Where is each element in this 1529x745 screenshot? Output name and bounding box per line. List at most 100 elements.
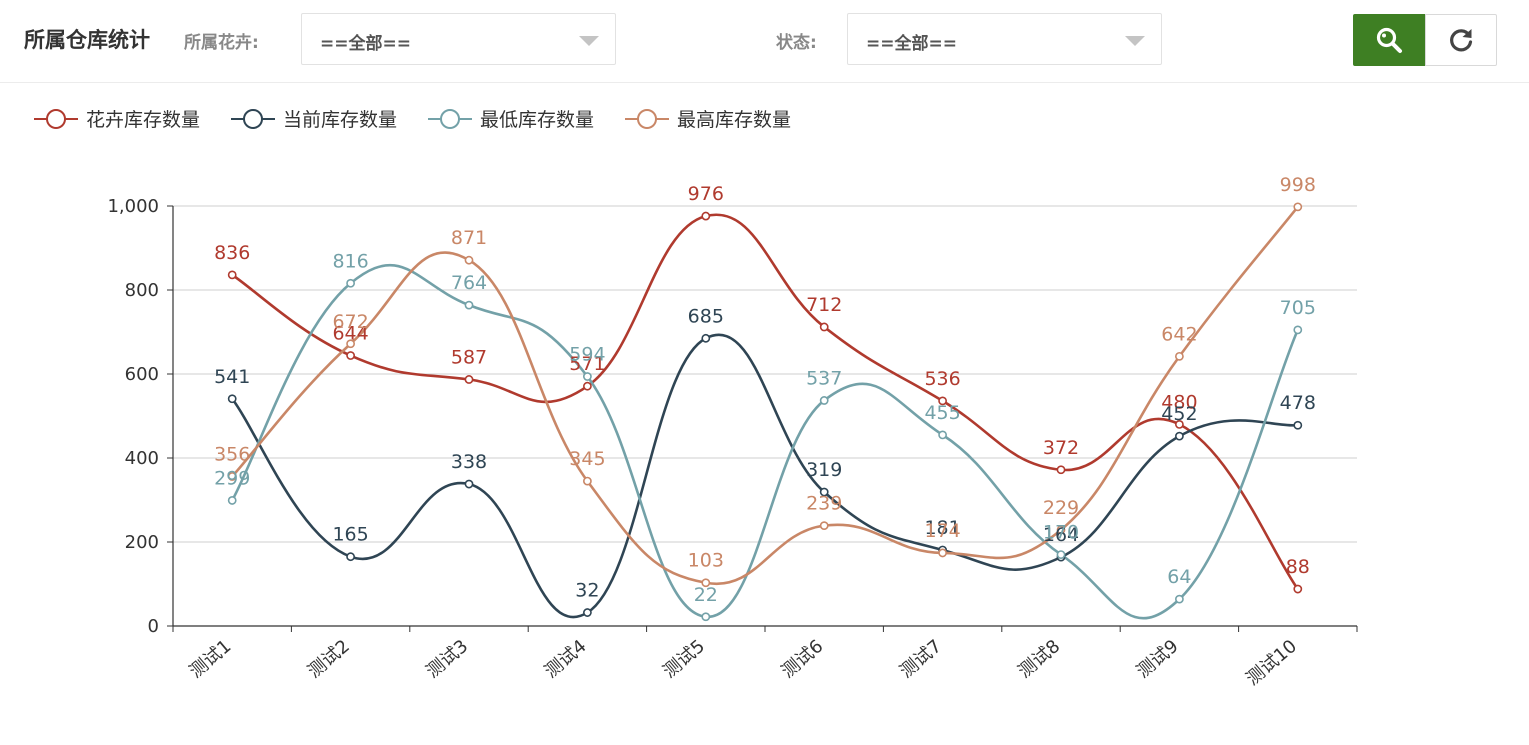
chevron-down-icon — [579, 36, 599, 46]
data-point[interactable] — [464, 375, 474, 384]
x-tick-label: 测试7 — [896, 636, 946, 683]
x-tick-label: 测试1 — [186, 636, 236, 683]
legend-label: 当前库存数量 — [283, 109, 397, 131]
data-label: 455 — [924, 402, 960, 424]
y-tick-label: 1,000 — [107, 196, 159, 217]
data-label: 764 — [451, 272, 487, 294]
data-point[interactable] — [346, 552, 355, 562]
data-label: 452 — [1161, 403, 1197, 425]
legend-marker — [440, 109, 460, 129]
legend-marker — [243, 109, 263, 129]
status-select[interactable]: ==全部== — [847, 13, 1162, 65]
flower-select-value: ==全部== — [320, 34, 411, 54]
legend-item[interactable]: 最高库存数量 — [625, 109, 791, 131]
line-chart: 0 200 400 600 800 1,000 测试1 测试2 测试3 测试4 测试5 测试6 测试7 测… — [34, 109, 1358, 690]
data-point[interactable] — [1056, 465, 1066, 475]
y-tick-label: 800 — [125, 280, 159, 301]
data-label: 480 — [1161, 391, 1197, 413]
data-point[interactable] — [701, 211, 711, 221]
data-label: 338 — [451, 451, 487, 473]
data-point[interactable] — [938, 430, 947, 440]
data-point[interactable] — [346, 339, 355, 349]
data-point[interactable] — [938, 396, 947, 406]
data-label: 642 — [1161, 323, 1197, 345]
data-point[interactable] — [819, 396, 829, 405]
data-label: 32 — [575, 580, 599, 602]
data-label: 587 — [451, 346, 487, 368]
data-point[interactable] — [583, 372, 592, 381]
data-label: 372 — [1043, 437, 1079, 459]
data-point[interactable] — [819, 521, 829, 531]
data-point[interactable] — [701, 578, 711, 588]
data-point[interactable] — [583, 608, 592, 617]
data-point[interactable] — [819, 322, 829, 332]
data-point[interactable] — [1293, 420, 1303, 430]
data-point[interactable] — [1293, 584, 1303, 594]
data-label: 594 — [569, 344, 605, 366]
y-tick-label: 200 — [125, 532, 159, 553]
data-point[interactable] — [583, 381, 592, 391]
data-point[interactable] — [701, 612, 711, 622]
data-point[interactable] — [464, 479, 474, 489]
data-label: 685 — [688, 305, 724, 327]
data-point[interactable] — [1293, 202, 1303, 212]
data-point[interactable] — [819, 487, 829, 497]
legend-marker — [637, 109, 657, 129]
data-point[interactable] — [227, 472, 237, 481]
data-point[interactable] — [464, 300, 474, 310]
filter-toolbar: 所属仓库统计 所属花卉: ==全部== 状态: ==全部== — [0, 0, 1529, 83]
legend-item[interactable]: 最低库存数量 — [428, 109, 594, 131]
search-button[interactable] — [1353, 14, 1425, 66]
legend-item[interactable]: 花卉库存数量 — [34, 109, 200, 131]
data-label: 345 — [569, 448, 605, 470]
legend-marker — [46, 109, 66, 129]
data-point[interactable] — [1175, 351, 1184, 361]
data-point[interactable] — [464, 255, 474, 265]
data-point[interactable] — [227, 394, 237, 404]
data-point[interactable] — [583, 476, 592, 486]
data-label: 299 — [214, 467, 250, 489]
data-label: 64 — [1167, 566, 1191, 588]
data-label: 229 — [1043, 497, 1079, 519]
data-label: 88 — [1286, 556, 1310, 578]
flower-select[interactable]: ==全部== — [301, 13, 616, 65]
x-tick-label: 测试6 — [778, 636, 828, 683]
data-label: 672 — [332, 311, 368, 333]
data-point[interactable] — [1056, 525, 1066, 535]
data-label: 571 — [569, 353, 605, 375]
data-point[interactable] — [1175, 431, 1184, 441]
x-tick-label: 测试5 — [659, 636, 709, 683]
data-label: 537 — [806, 367, 842, 389]
data-point[interactable] — [1293, 325, 1303, 335]
refresh-button[interactable] — [1425, 14, 1497, 66]
data-point[interactable] — [346, 278, 355, 288]
data-label: 536 — [924, 368, 960, 390]
data-point[interactable] — [346, 351, 355, 360]
data-point[interactable] — [227, 496, 237, 505]
data-label: 170 — [1043, 522, 1079, 544]
data-label: 836 — [214, 242, 250, 264]
data-label: 541 — [214, 366, 250, 388]
data-label: 976 — [688, 183, 724, 205]
data-label: 705 — [1280, 297, 1316, 319]
data-point[interactable] — [1175, 594, 1184, 604]
data-label: 165 — [332, 524, 368, 546]
data-point[interactable] — [227, 270, 237, 280]
x-tick-label: 测试9 — [1133, 636, 1183, 683]
series-line — [231, 263, 1299, 620]
data-label: 239 — [806, 493, 842, 515]
data-point[interactable] — [701, 333, 711, 343]
data-label: 816 — [332, 250, 368, 272]
data-point[interactable] — [1056, 550, 1066, 559]
data-label: 319 — [806, 459, 842, 481]
x-tick-label: 测试8 — [1014, 636, 1064, 683]
status-select-value: ==全部== — [866, 34, 957, 54]
data-point[interactable] — [1175, 419, 1184, 429]
data-label: 478 — [1280, 392, 1316, 414]
data-point[interactable] — [938, 548, 947, 558]
data-label: 356 — [214, 443, 250, 465]
y-tick-label: 600 — [125, 364, 159, 385]
series-line — [231, 333, 1298, 619]
x-tick-label: 测试2 — [304, 636, 354, 683]
legend-item[interactable]: 当前库存数量 — [231, 109, 397, 131]
